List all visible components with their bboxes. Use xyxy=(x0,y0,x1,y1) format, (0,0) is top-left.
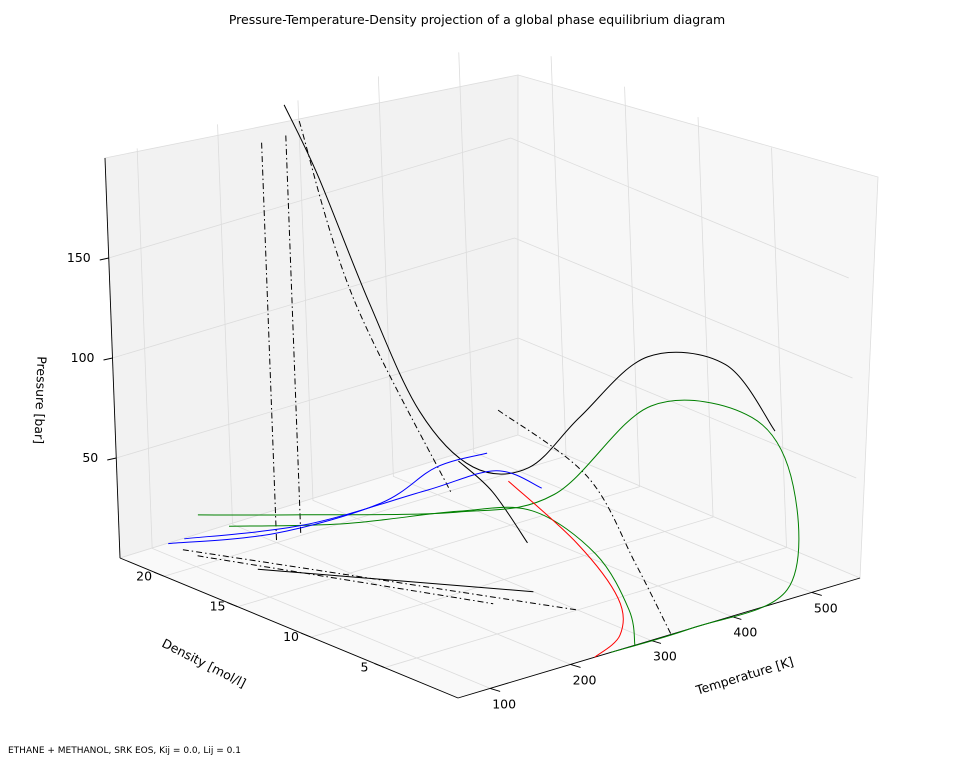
density-tick xyxy=(374,663,385,668)
grid-lines xyxy=(108,52,857,689)
pressure-tick xyxy=(99,257,109,261)
pressure-tick-label: 150 xyxy=(67,250,91,265)
series-line-2 xyxy=(257,568,534,593)
pressure-tick xyxy=(107,457,117,461)
density-gridline xyxy=(310,117,714,638)
data-series xyxy=(168,104,800,658)
series-line-6 xyxy=(497,409,672,635)
temperature-gridline xyxy=(377,76,732,617)
series-line-7 xyxy=(197,555,494,605)
series-line-8 xyxy=(182,549,578,611)
density-tick xyxy=(300,632,312,638)
density-gridline xyxy=(384,147,787,668)
temperature-axis-line xyxy=(457,577,861,699)
temperature-gridline xyxy=(458,52,812,593)
temperature-gridline xyxy=(297,100,652,641)
pressure-gridline xyxy=(112,237,853,379)
density-axis-line xyxy=(119,557,459,699)
series-line-1 xyxy=(458,460,528,544)
series-line-10 xyxy=(228,506,636,646)
pressure-axis-label: Pressure [bar] xyxy=(31,356,49,444)
pressure-gridline xyxy=(116,337,857,479)
pressure-gridline xyxy=(108,137,849,279)
temperature-tick xyxy=(490,687,501,692)
pressure-tick xyxy=(103,357,113,361)
pressure-tick-label: 100 xyxy=(71,350,95,365)
pressure-tick-label: 50 xyxy=(82,450,98,465)
series-line-13 xyxy=(508,480,624,658)
density-gridline xyxy=(163,56,567,577)
footnote: ETHANE + METHANOL, SRK EOS, Kij = 0.0, L… xyxy=(8,746,241,756)
series-line-12 xyxy=(184,470,542,540)
temperature-tick-label: 200 xyxy=(573,672,597,687)
temperature-tick-label: 100 xyxy=(492,696,516,711)
density-tick-label: 15 xyxy=(210,599,226,614)
density-tick xyxy=(153,571,165,577)
axes-panes xyxy=(104,74,879,699)
temperature-gridline xyxy=(217,124,571,665)
series-line-0 xyxy=(283,104,776,475)
series-line-5 xyxy=(298,120,452,494)
density-tick-label: 20 xyxy=(136,568,152,583)
density-gridline xyxy=(237,86,640,608)
temperature-tick-label: 300 xyxy=(653,648,677,663)
density-tick xyxy=(227,602,238,608)
chart-title: Pressure-Temperature-Density projection … xyxy=(229,12,725,27)
temperature-tick xyxy=(811,591,822,596)
series-line-9 xyxy=(197,399,800,653)
tick-marks: 100 200 300 400 500 5 10 15 20 50 100 150 xyxy=(67,250,838,711)
temperature-gridline xyxy=(136,148,491,689)
series-line-4 xyxy=(285,135,302,536)
temperature-tick xyxy=(570,663,581,668)
density-tick-label: 10 xyxy=(283,629,299,644)
density-tick-label: 5 xyxy=(361,660,369,675)
temperature-tick-label: 500 xyxy=(814,600,838,615)
temperature-tick-label: 400 xyxy=(733,624,757,639)
series-line-3 xyxy=(261,142,278,543)
